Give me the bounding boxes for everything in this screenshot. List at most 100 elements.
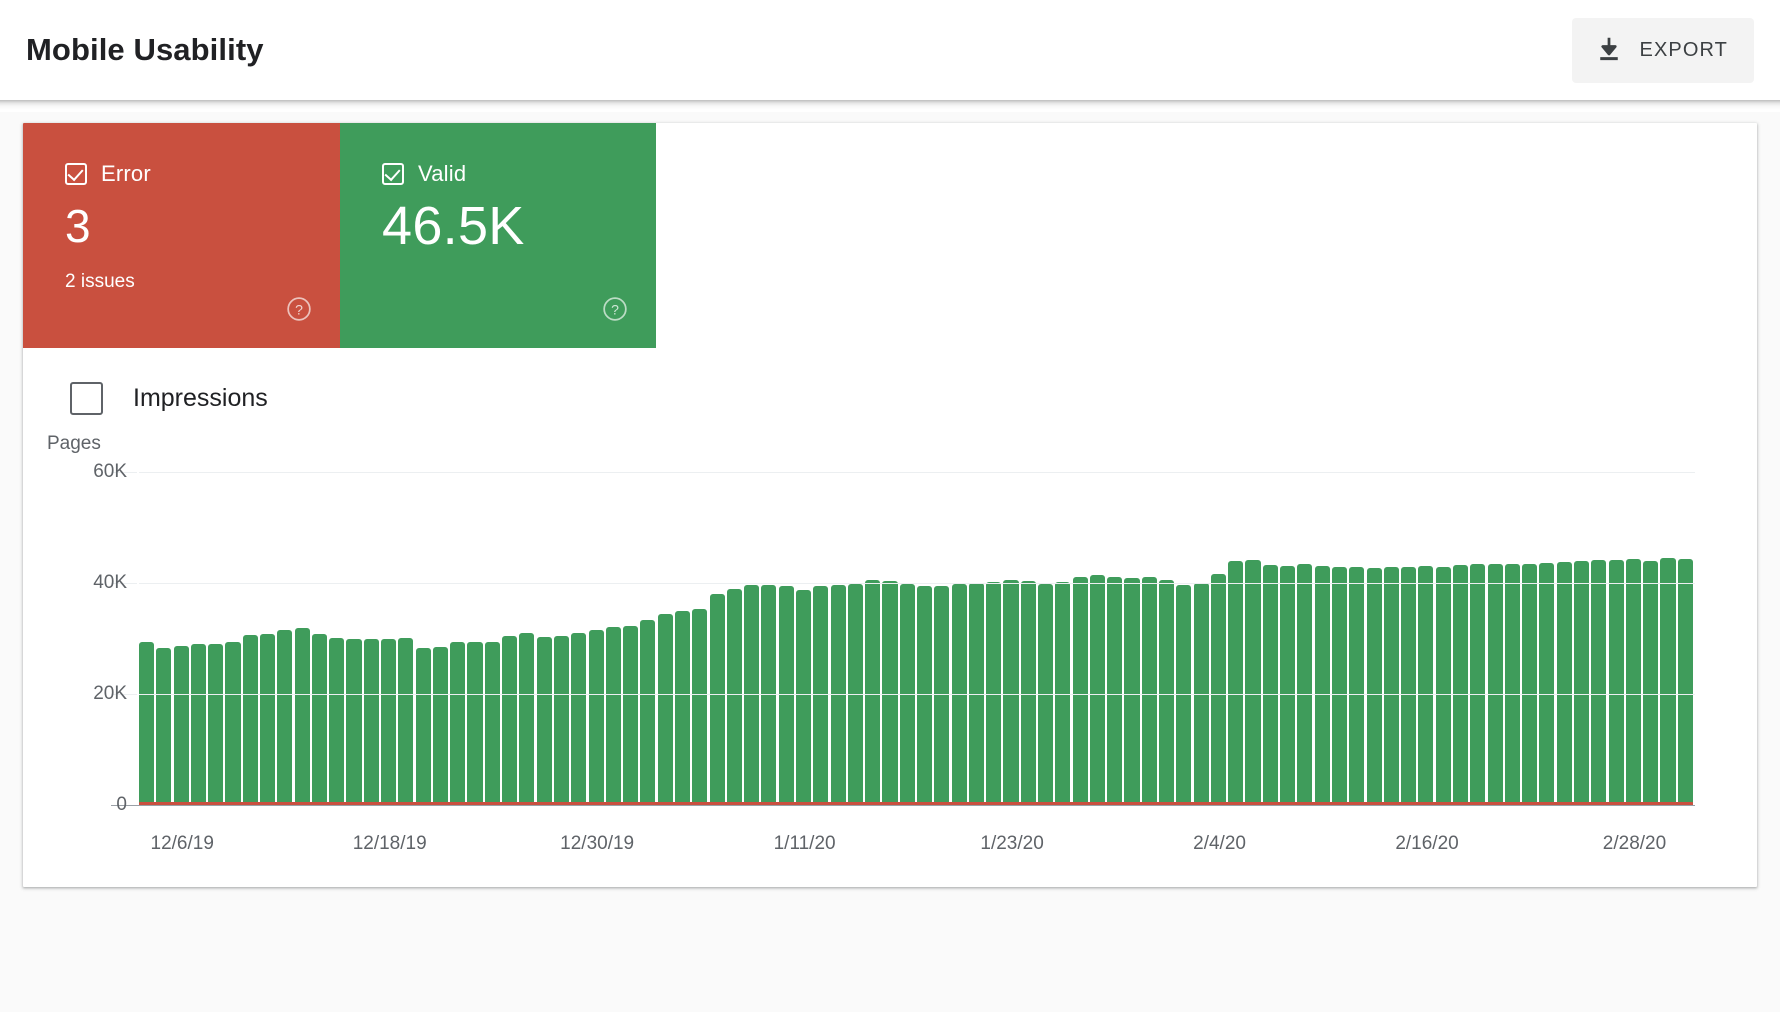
chart-bar[interactable] <box>432 647 448 805</box>
chart-bar[interactable] <box>1349 567 1365 805</box>
chart-bar[interactable] <box>744 585 760 805</box>
chart-bar[interactable] <box>865 580 881 805</box>
status-tile-error[interactable]: Error 3 2 issues ? <box>23 123 340 348</box>
chart-bar[interactable] <box>1556 562 1572 805</box>
status-tile-error-label: Error <box>101 161 151 186</box>
chart-bar[interactable] <box>1660 558 1676 805</box>
help-circle-icon[interactable]: ? <box>286 296 312 322</box>
chart-bar[interactable] <box>311 633 327 805</box>
chart-bar[interactable] <box>484 642 500 805</box>
chart-bar[interactable] <box>1504 564 1520 805</box>
usability-chart: Pages 0 20K 40K 60K 12/6/19 12/18/19 12/30/19… <box>23 433 1757 854</box>
page-title: Mobile Usability <box>26 32 264 67</box>
chart-bar[interactable] <box>1124 578 1140 805</box>
chart-bar[interactable] <box>1401 566 1417 805</box>
chart-bar[interactable] <box>1591 560 1607 805</box>
chart-bar[interactable] <box>519 632 535 805</box>
chart-bar[interactable] <box>363 639 379 805</box>
chart-bar[interactable] <box>208 643 224 805</box>
chart-bar[interactable] <box>1383 567 1399 805</box>
chart-bar[interactable] <box>225 641 241 805</box>
chart-bar[interactable] <box>1608 559 1624 805</box>
chart-bar[interactable] <box>1072 577 1088 805</box>
checkbox-checked-icon[interactable] <box>382 163 404 185</box>
chart-bar[interactable] <box>1539 563 1555 805</box>
chart-bar[interactable] <box>1522 563 1538 805</box>
chart-bar[interactable] <box>139 641 155 805</box>
chart-bar[interactable] <box>778 586 794 805</box>
chart-bar[interactable] <box>190 644 206 805</box>
chart-bar[interactable] <box>917 585 933 805</box>
chart-bar[interactable] <box>1159 579 1175 805</box>
chart-bar[interactable] <box>1107 577 1123 805</box>
checkbox-checked-icon[interactable] <box>65 163 87 185</box>
chart-bar[interactable] <box>882 580 898 805</box>
chart-bar[interactable] <box>571 632 587 805</box>
chart-x-tick-label: 12/6/19 <box>150 833 214 854</box>
chart-bar[interactable] <box>934 586 950 805</box>
chart-bar[interactable] <box>173 646 189 805</box>
chart-bar[interactable] <box>1418 566 1434 805</box>
chart-bar[interactable] <box>1314 566 1330 805</box>
chart-plot-area: 0 20K 40K 60K <box>93 461 1695 815</box>
chart-bar[interactable] <box>1435 566 1451 805</box>
chart-bar[interactable] <box>242 635 258 805</box>
chart-bar[interactable] <box>674 611 691 805</box>
chart-bar[interactable] <box>277 629 293 805</box>
chart-bar[interactable] <box>1297 563 1313 805</box>
status-tile-error-head: Error <box>65 161 316 187</box>
chart-bar[interactable] <box>1643 561 1659 805</box>
chart-bar[interactable] <box>1228 561 1244 805</box>
chart-bar[interactable] <box>1573 561 1590 805</box>
chart-bar[interactable] <box>657 614 673 805</box>
chart-bar[interactable] <box>1245 560 1261 805</box>
chart-bar[interactable] <box>1625 558 1641 805</box>
chart-bar[interactable] <box>795 589 812 805</box>
chart-bar[interactable] <box>415 647 431 805</box>
chart-bar[interactable] <box>1262 565 1278 805</box>
chart-bar[interactable] <box>1210 573 1226 805</box>
chart-bar[interactable] <box>1089 575 1105 805</box>
help-circle-icon[interactable]: ? <box>602 296 628 322</box>
export-button[interactable]: EXPORT <box>1571 17 1754 83</box>
chart-bar[interactable] <box>381 638 397 805</box>
chart-bar[interactable] <box>502 635 518 805</box>
chart-bar[interactable] <box>450 642 466 805</box>
chart-bar[interactable] <box>1487 563 1503 805</box>
chart-bar[interactable] <box>260 633 276 805</box>
chart-bar[interactable] <box>1366 568 1382 805</box>
chart-bar[interactable] <box>346 639 362 805</box>
chart-bar[interactable] <box>726 589 742 805</box>
status-tile-valid[interactable]: Valid 46.5K ? <box>340 123 656 348</box>
chart-bar[interactable] <box>329 637 345 805</box>
chart-bar[interactable] <box>761 585 777 805</box>
chart-bar[interactable] <box>553 635 569 805</box>
impressions-toggle-row: Impressions <box>23 348 1757 415</box>
chart-bar[interactable] <box>294 627 310 805</box>
chart-bar[interactable] <box>1055 582 1071 805</box>
chart-bar[interactable] <box>692 609 708 805</box>
chart-bar[interactable] <box>536 636 552 805</box>
chart-error-line[interactable] <box>139 802 1693 806</box>
chart-bar[interactable] <box>1176 585 1192 805</box>
chart-bar[interactable] <box>986 581 1002 805</box>
chart-bar[interactable] <box>709 594 725 805</box>
chart-bar[interactable] <box>1003 580 1019 805</box>
chart-bar[interactable] <box>467 641 483 805</box>
chart-bar[interactable] <box>640 620 656 805</box>
chart-bar[interactable] <box>156 647 172 805</box>
chart-bar[interactable] <box>1141 577 1157 805</box>
chart-bar[interactable] <box>1470 564 1486 805</box>
chart-bar[interactable] <box>1452 565 1469 805</box>
chart-bar[interactable] <box>813 585 829 805</box>
chart-bar[interactable] <box>1280 565 1296 805</box>
chart-bar[interactable] <box>1331 566 1347 805</box>
chart-x-tick-label: 2/28/20 <box>1602 833 1667 854</box>
chart-bar[interactable] <box>605 627 621 805</box>
chart-bar[interactable] <box>1677 559 1693 805</box>
chart-bar[interactable] <box>588 630 604 805</box>
chart-bar[interactable] <box>398 637 414 805</box>
checkbox-unchecked-icon[interactable] <box>70 382 103 415</box>
chart-bar[interactable] <box>1020 580 1036 805</box>
chart-bar[interactable] <box>623 625 639 805</box>
